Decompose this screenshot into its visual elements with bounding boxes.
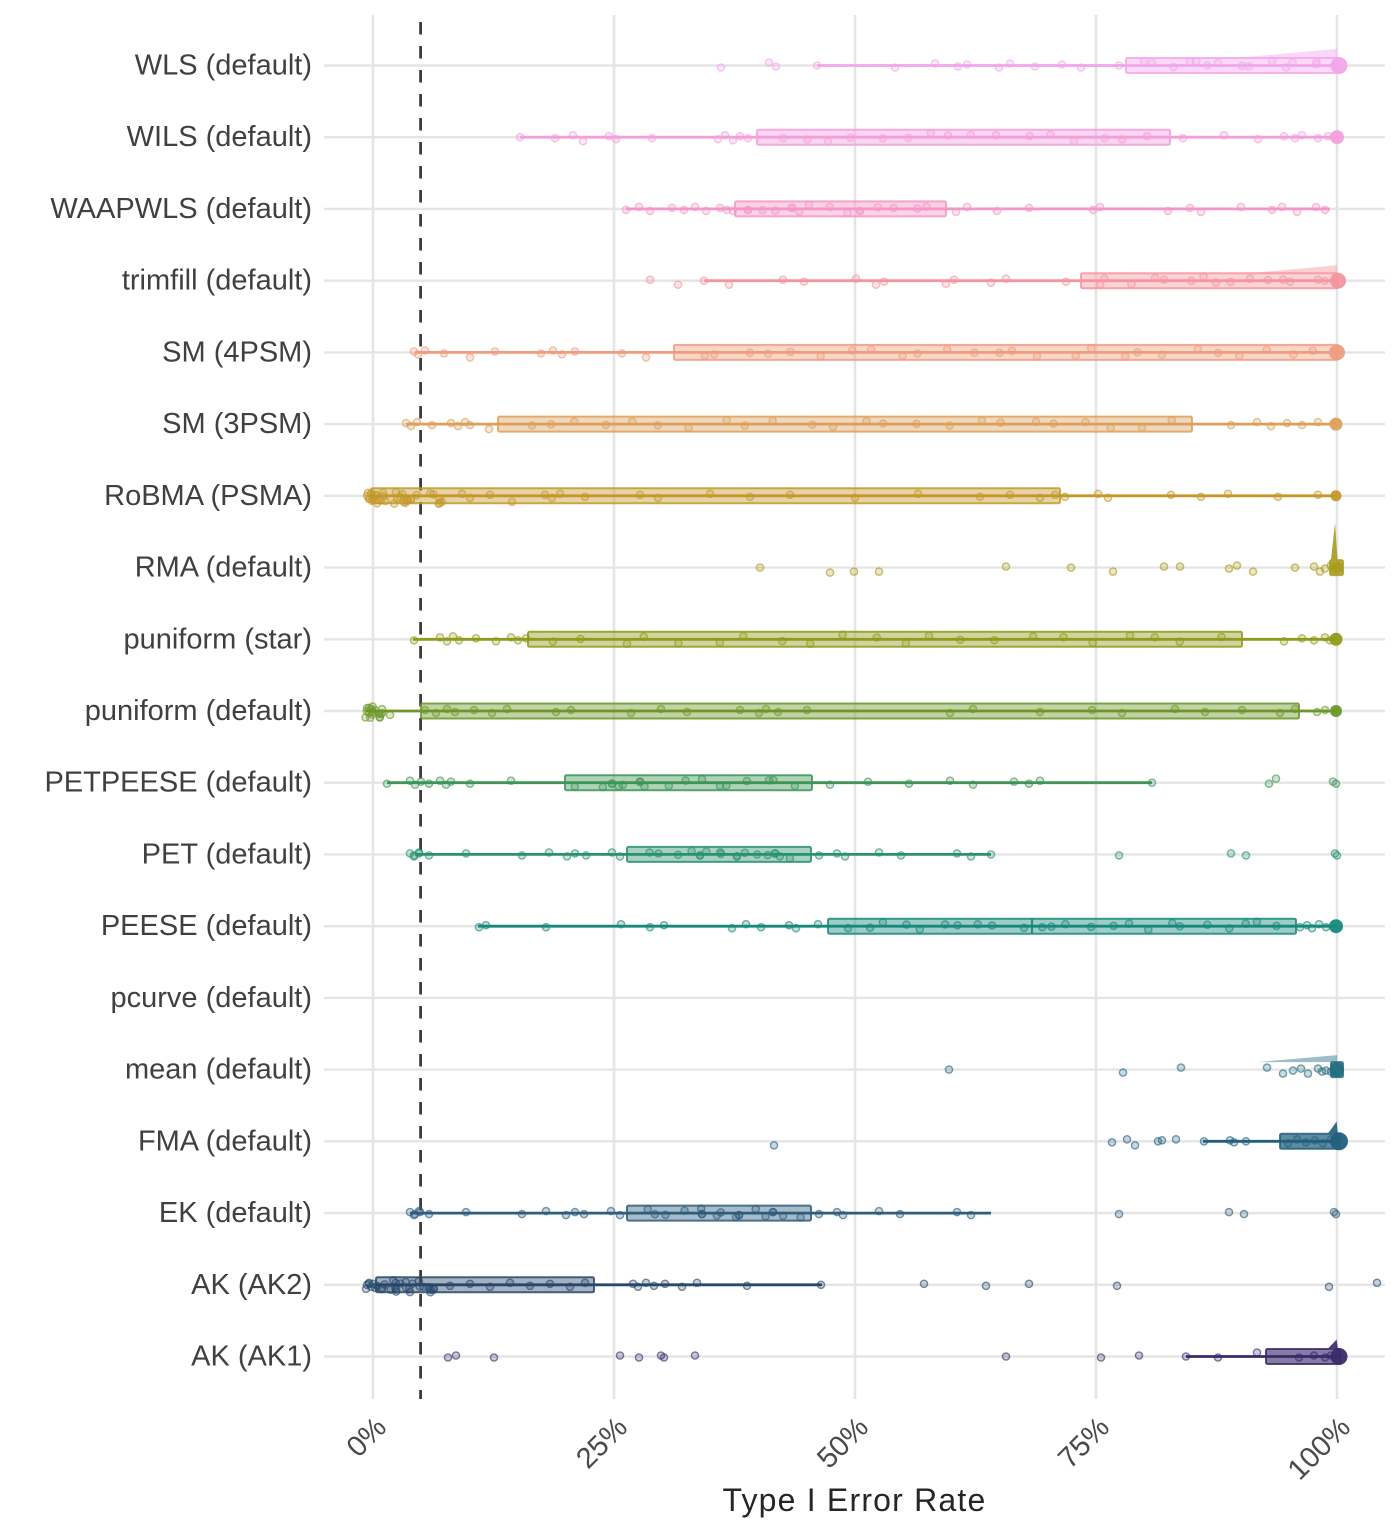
svg-text:SM (3PSM): SM (3PSM) [162,408,312,440]
svg-text:WLS (default): WLS (default) [135,50,312,82]
svg-text:AK (AK1): AK (AK1) [191,1341,312,1373]
svg-text:PEESE (default): PEESE (default) [101,910,312,942]
svg-text:Type I Error Rate: Type I Error Rate [722,1482,986,1518]
svg-text:PETPEESE (default): PETPEESE (default) [44,767,312,799]
svg-text:RMA (default): RMA (default) [135,552,312,584]
svg-text:FMA (default): FMA (default) [138,1125,312,1157]
svg-text:pcurve (default): pcurve (default) [111,982,313,1014]
svg-text:puniform (star): puniform (star) [123,623,312,655]
svg-text:RoBMA (PSMA): RoBMA (PSMA) [104,480,312,512]
svg-text:SM (4PSM): SM (4PSM) [162,336,312,368]
svg-text:PET (default): PET (default) [142,838,312,870]
svg-text:trimfill (default): trimfill (default) [122,265,312,297]
svg-text:EK (default): EK (default) [159,1197,312,1229]
svg-text:AK (AK2): AK (AK2) [191,1269,312,1301]
svg-text:puniform (default): puniform (default) [85,695,312,727]
svg-text:WILS (default): WILS (default) [127,121,312,153]
svg-text:WAAPWLS (default): WAAPWLS (default) [50,193,312,225]
svg-text:mean (default): mean (default) [125,1054,312,1086]
